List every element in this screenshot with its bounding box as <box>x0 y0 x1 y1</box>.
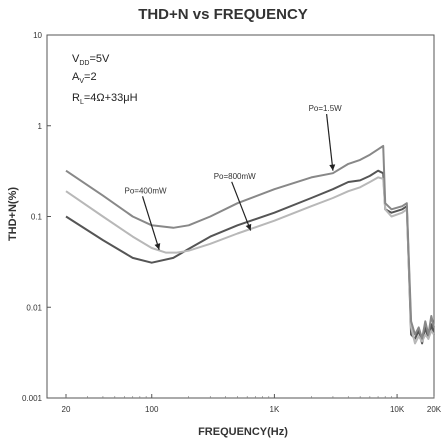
series-annotation-label: Po=1.5W <box>309 104 343 113</box>
chart-title: THD+N vs FREQUENCY <box>138 6 308 23</box>
condition-av: AV=2 <box>72 71 97 85</box>
x-tick-label: 20 <box>62 405 71 414</box>
annotation-arrow-head <box>329 164 336 171</box>
series-line-1 <box>65 176 435 345</box>
x-tick-label: 100 <box>145 405 159 414</box>
annotation-arrow-head <box>245 223 252 231</box>
condition-rl: RL=4Ω+33μH <box>72 92 138 106</box>
series-line-0 <box>65 169 435 345</box>
y-tick-label: 0.001 <box>22 394 43 403</box>
y-tick-label: 0.1 <box>31 213 43 222</box>
y-tick-label: 1 <box>38 122 43 131</box>
series-line-2 <box>65 144 435 340</box>
x-tick-label: 10K <box>390 405 405 414</box>
x-tick-label: 20K <box>427 405 442 414</box>
series-annotation-label: Po=400mW <box>125 186 167 195</box>
y-tick-label: 0.01 <box>26 303 42 312</box>
annotation-arrow-head <box>154 243 161 250</box>
condition-vdd: VDD=5V <box>72 53 110 67</box>
annotation-arrow-line <box>326 114 334 171</box>
series-annotation-label: Po=800mW <box>214 172 256 181</box>
y-tick-label: 10 <box>33 31 42 40</box>
plot-frame <box>46 34 435 399</box>
annotation-arrow-line <box>141 196 160 250</box>
x-tick-label: 1K <box>270 405 280 414</box>
x-axis-label: FREQUENCY(Hz) <box>198 426 288 438</box>
annotation-arrow-line <box>231 181 252 231</box>
